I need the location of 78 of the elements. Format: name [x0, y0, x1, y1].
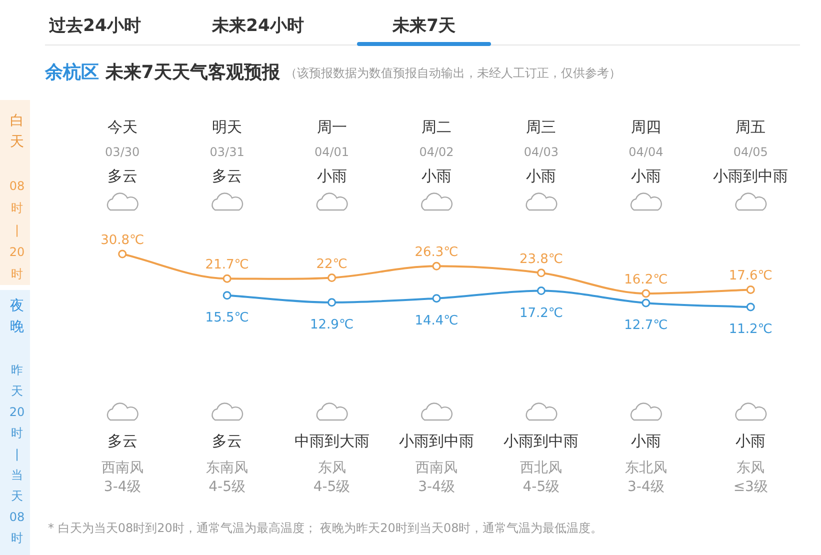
- text: 东风: [736, 460, 765, 476]
- text: 中雨到大雨: [294, 432, 370, 450]
- point: [432, 262, 441, 270]
- point: [642, 298, 650, 308]
- text: ≤3级: [733, 479, 768, 495]
- point: [536, 286, 546, 296]
- text: 04/01: [314, 145, 350, 159]
- text: 西南风: [101, 460, 144, 476]
- text: 多云: [212, 167, 242, 185]
- point: [536, 268, 546, 278]
- point: [328, 298, 336, 307]
- text: 昨天20时|当天08时: [9, 363, 25, 545]
- data-label: 12.7℃: [624, 318, 668, 333]
- data-label: 17.6℃: [728, 268, 772, 284]
- text: 4-5级: [313, 479, 350, 495]
- point: [432, 294, 441, 303]
- point: [222, 291, 232, 300]
- text: 多云: [212, 432, 242, 450]
- text: 04/05: [733, 145, 768, 159]
- text: 小雨: [630, 167, 661, 185]
- data-label: 17.2℃: [519, 306, 563, 321]
- text: 4-5级: [522, 479, 560, 495]
- text: 未来7天: [392, 16, 456, 36]
- point: [746, 302, 755, 312]
- point: [118, 250, 127, 258]
- text: 东南风: [206, 460, 248, 476]
- text: 小雨: [422, 167, 452, 185]
- x-tick-label: 明天: [212, 118, 242, 136]
- point: [222, 274, 232, 283]
- text: 03/31: [210, 145, 244, 159]
- text: 08时|20时: [9, 179, 25, 281]
- text: 过去24小时: [48, 16, 141, 36]
- text: 小雨: [630, 432, 661, 450]
- text: 白天: [10, 113, 24, 150]
- text: 东北风: [624, 460, 667, 476]
- text: 小雨: [526, 167, 556, 185]
- text: 未来24小时: [211, 16, 304, 36]
- x-tick-label: 周一: [316, 118, 347, 136]
- x-tick-label: 周三: [526, 118, 556, 136]
- text: 多云: [107, 432, 138, 450]
- text: 小雨: [316, 167, 347, 185]
- data-label: 22℃: [316, 256, 348, 272]
- data-label: 23.8℃: [519, 252, 563, 267]
- text: 西南风: [416, 460, 458, 476]
- text: * 白天为当天08时到20时，通常气温为最高温度； 夜晚为昨天20时到当天08时，通常气温为最低温度。: [48, 521, 603, 535]
- text: 小雨到中雨: [504, 432, 579, 450]
- text: 东风: [318, 460, 346, 476]
- data-label: 12.9℃: [310, 317, 354, 332]
- chart-subtitle: （该预报数据为数值预报自动输出，未经人工订正，仅供参考）: [284, 66, 621, 80]
- chart-title: 余杭区 未来7天天气客观预报: [44, 62, 281, 83]
- text: 03/30: [105, 145, 140, 159]
- x-tick-label: 周五: [736, 118, 766, 136]
- x-tick-label: 周四: [630, 118, 661, 136]
- text: 04/04: [628, 145, 664, 159]
- point: [642, 289, 650, 298]
- data-label: 14.4℃: [414, 313, 458, 328]
- text: 3-4级: [418, 479, 455, 495]
- text: 西北风: [520, 460, 562, 476]
- text: 04/02: [419, 145, 454, 159]
- text: 04/03: [524, 145, 559, 159]
- text: 3-4级: [627, 479, 664, 495]
- text: 夜晚: [10, 298, 24, 335]
- text: 小雨: [736, 432, 766, 450]
- text: 多云: [107, 167, 138, 185]
- text: 4-5级: [208, 479, 246, 495]
- data-label: 30.8℃: [100, 233, 144, 248]
- point: [746, 285, 755, 294]
- text: 小雨到中雨: [713, 167, 788, 185]
- x-tick-label: 周二: [422, 118, 452, 136]
- data-label: 21.7℃: [205, 258, 249, 273]
- data-label: 26.3℃: [414, 245, 458, 260]
- text: 3-4级: [104, 479, 141, 495]
- text: 小雨到中雨: [399, 432, 474, 450]
- x-tick-label: 今天: [107, 118, 138, 136]
- data-label: 11.2℃: [728, 322, 772, 337]
- data-label: 15.5℃: [205, 310, 249, 326]
- data-label: 16.2℃: [624, 272, 668, 288]
- point: [328, 274, 336, 282]
